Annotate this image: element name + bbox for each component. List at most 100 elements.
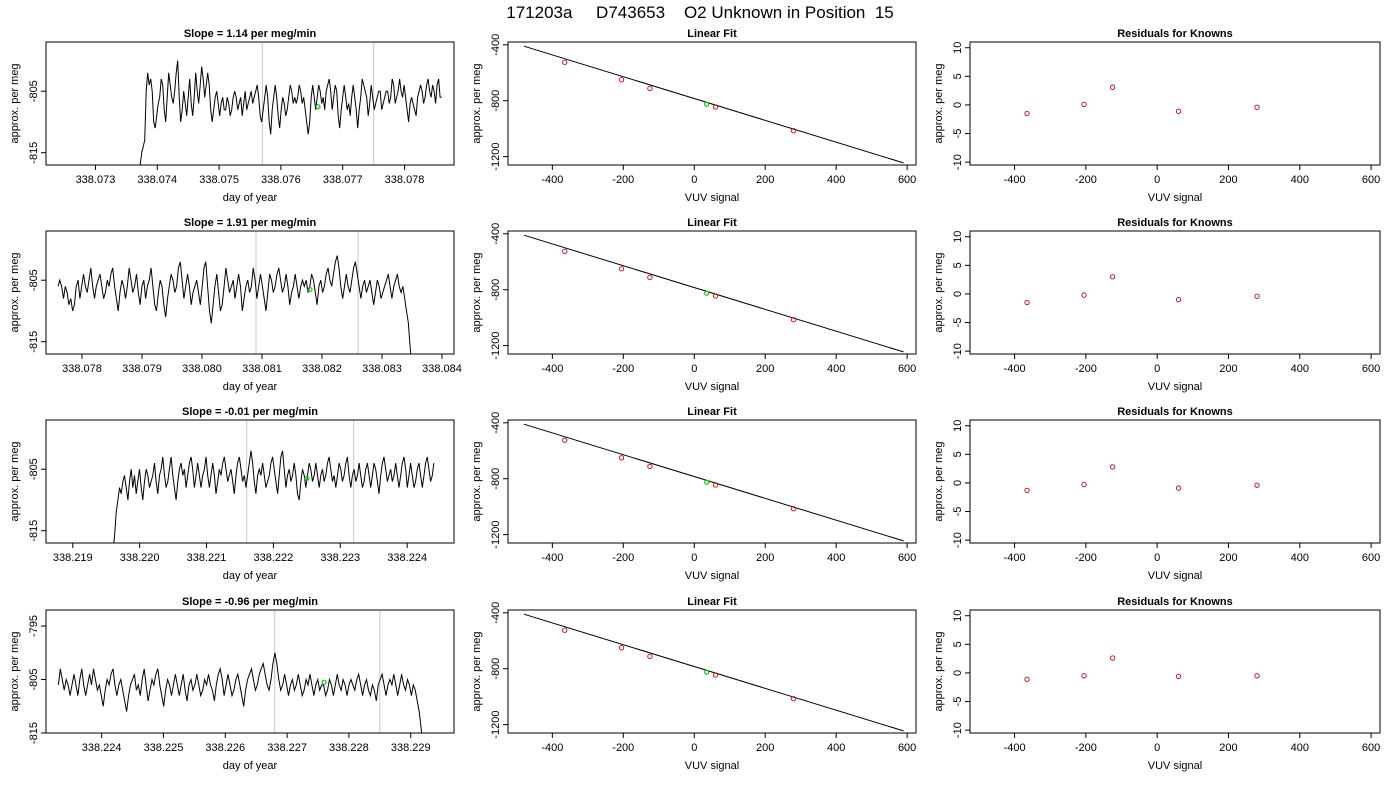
y-tick-label: 10 xyxy=(952,231,964,243)
highlight-point xyxy=(704,290,710,296)
x-tick-label: 338.076 xyxy=(261,174,301,186)
plot-data xyxy=(57,255,412,354)
y-tick-label: -1200 xyxy=(490,143,502,171)
plot-data xyxy=(1024,464,1260,494)
data-point xyxy=(790,128,797,134)
data-point xyxy=(712,104,719,110)
x-axis-label: VUV signal xyxy=(1148,381,1202,393)
plot-frame xyxy=(969,419,1381,544)
y-tick-label: -805 xyxy=(28,458,40,480)
x-tick-label: 338.228 xyxy=(329,742,369,754)
x-tick-label: -400 xyxy=(541,552,563,564)
series-line xyxy=(113,450,435,543)
plot-data xyxy=(1024,655,1260,682)
x-axis-label: day of year xyxy=(223,570,278,582)
x-axis-label: VUV signal xyxy=(685,192,739,204)
y-tick-label: 5 xyxy=(952,451,964,457)
y-tick-label: -805 xyxy=(28,269,40,291)
x-tick-label: 400 xyxy=(1291,552,1309,564)
x-tick-label: 338.229 xyxy=(391,742,431,754)
x-tick-label: -200 xyxy=(612,363,634,375)
x-tick-label: -400 xyxy=(1004,742,1026,754)
x-tick-label: 200 xyxy=(756,363,774,375)
data-point xyxy=(647,653,653,660)
plot-frame xyxy=(507,230,917,355)
plot-frame xyxy=(507,419,917,544)
plot-frame xyxy=(45,41,455,166)
y-tick-label: -815 xyxy=(28,142,40,164)
y-tick-label: -10 xyxy=(952,722,964,738)
data-point xyxy=(1024,299,1030,306)
data-point xyxy=(647,463,653,470)
x-tick-label: 200 xyxy=(756,552,774,564)
data-point xyxy=(562,627,568,633)
plot-data xyxy=(1024,84,1260,117)
data-point xyxy=(1109,464,1116,470)
plot-data xyxy=(139,60,442,165)
x-tick-label: -200 xyxy=(612,742,634,754)
x-tick-label: -400 xyxy=(1004,363,1026,375)
plot-panel-1-3: Residuals for Knowns -400 -200 0 200 400 600 -1… xyxy=(933,28,1381,204)
y-tick-label: -5 xyxy=(952,129,964,139)
x-tick-label: 200 xyxy=(756,742,774,754)
x-tick-label: 338.224 xyxy=(387,552,427,564)
plot-panel-2-2: Linear Fit -400 -200 0 200 400 600 -400 -800 -120… xyxy=(471,217,917,393)
x-tick-label: -400 xyxy=(1004,552,1026,564)
data-point xyxy=(618,645,625,651)
plot-title: Slope = 1.14 per meg/min xyxy=(184,28,317,40)
x-tick-label: 400 xyxy=(1291,742,1309,754)
x-tick-label: 338.221 xyxy=(187,552,227,564)
data-point xyxy=(562,248,568,254)
x-tick-label: 0 xyxy=(691,174,697,186)
y-tick-label: 10 xyxy=(952,420,964,432)
x-tick-label: 600 xyxy=(898,552,916,564)
x-tick-label: -400 xyxy=(541,174,563,186)
y-tick-label: 0 xyxy=(952,670,964,676)
plot-frame xyxy=(969,230,1381,355)
data-point xyxy=(1081,673,1087,679)
plot-frame xyxy=(45,609,455,734)
y-axis-label: approx. per meg xyxy=(9,631,21,711)
x-tick-label: 338.225 xyxy=(144,742,184,754)
y-axis-label: approx. per meg xyxy=(471,63,483,143)
x-tick-label: 338.077 xyxy=(323,174,363,186)
x-tick-label: 600 xyxy=(898,742,916,754)
fit-line xyxy=(523,45,904,164)
y-tick-label: 0 xyxy=(952,480,964,486)
plot-data xyxy=(523,613,904,732)
fit-line xyxy=(523,613,904,732)
data-point xyxy=(712,482,719,488)
plot-panel-3-1: Slope = -0.01 per meg/min 338.219 338.220 3… xyxy=(9,406,455,582)
x-tick-label: 338.075 xyxy=(199,174,239,186)
series-line xyxy=(57,652,423,733)
plot-panel-3-3: Residuals for Knowns -400 -200 0 200 400 600 -1… xyxy=(933,406,1381,582)
highlight-point xyxy=(704,479,710,485)
x-tick-label: 338.222 xyxy=(254,552,294,564)
data-point xyxy=(1081,292,1087,298)
x-tick-label: 400 xyxy=(1291,363,1309,375)
plot-frame xyxy=(45,419,455,544)
data-point xyxy=(1254,293,1260,299)
x-tick-label: 338.078 xyxy=(62,363,102,375)
x-tick-label: 338.082 xyxy=(302,363,342,375)
data-point xyxy=(712,293,719,299)
x-tick-label: 0 xyxy=(1154,174,1160,186)
plot-frame xyxy=(969,609,1381,734)
data-point xyxy=(1024,110,1030,117)
x-tick-label: 338.079 xyxy=(122,363,162,375)
y-tick-label: -400 xyxy=(490,34,502,56)
x-tick-label: 600 xyxy=(1362,174,1380,186)
data-point xyxy=(790,506,797,512)
y-tick-label: 5 xyxy=(952,73,964,79)
data-point xyxy=(1175,297,1182,303)
y-axis-label: approx. per meg xyxy=(933,63,945,143)
data-point xyxy=(712,672,719,678)
fit-line xyxy=(523,423,904,542)
plot-panel-1-1: Slope = 1.14 per meg/min 338.073 338.074 33… xyxy=(9,28,455,204)
x-tick-label: -200 xyxy=(612,552,634,564)
x-tick-label: 0 xyxy=(691,363,697,375)
x-tick-label: 338.078 xyxy=(385,174,425,186)
series-line xyxy=(57,255,412,354)
y-tick-label: -795 xyxy=(28,615,40,637)
x-tick-label: 338.080 xyxy=(182,363,222,375)
